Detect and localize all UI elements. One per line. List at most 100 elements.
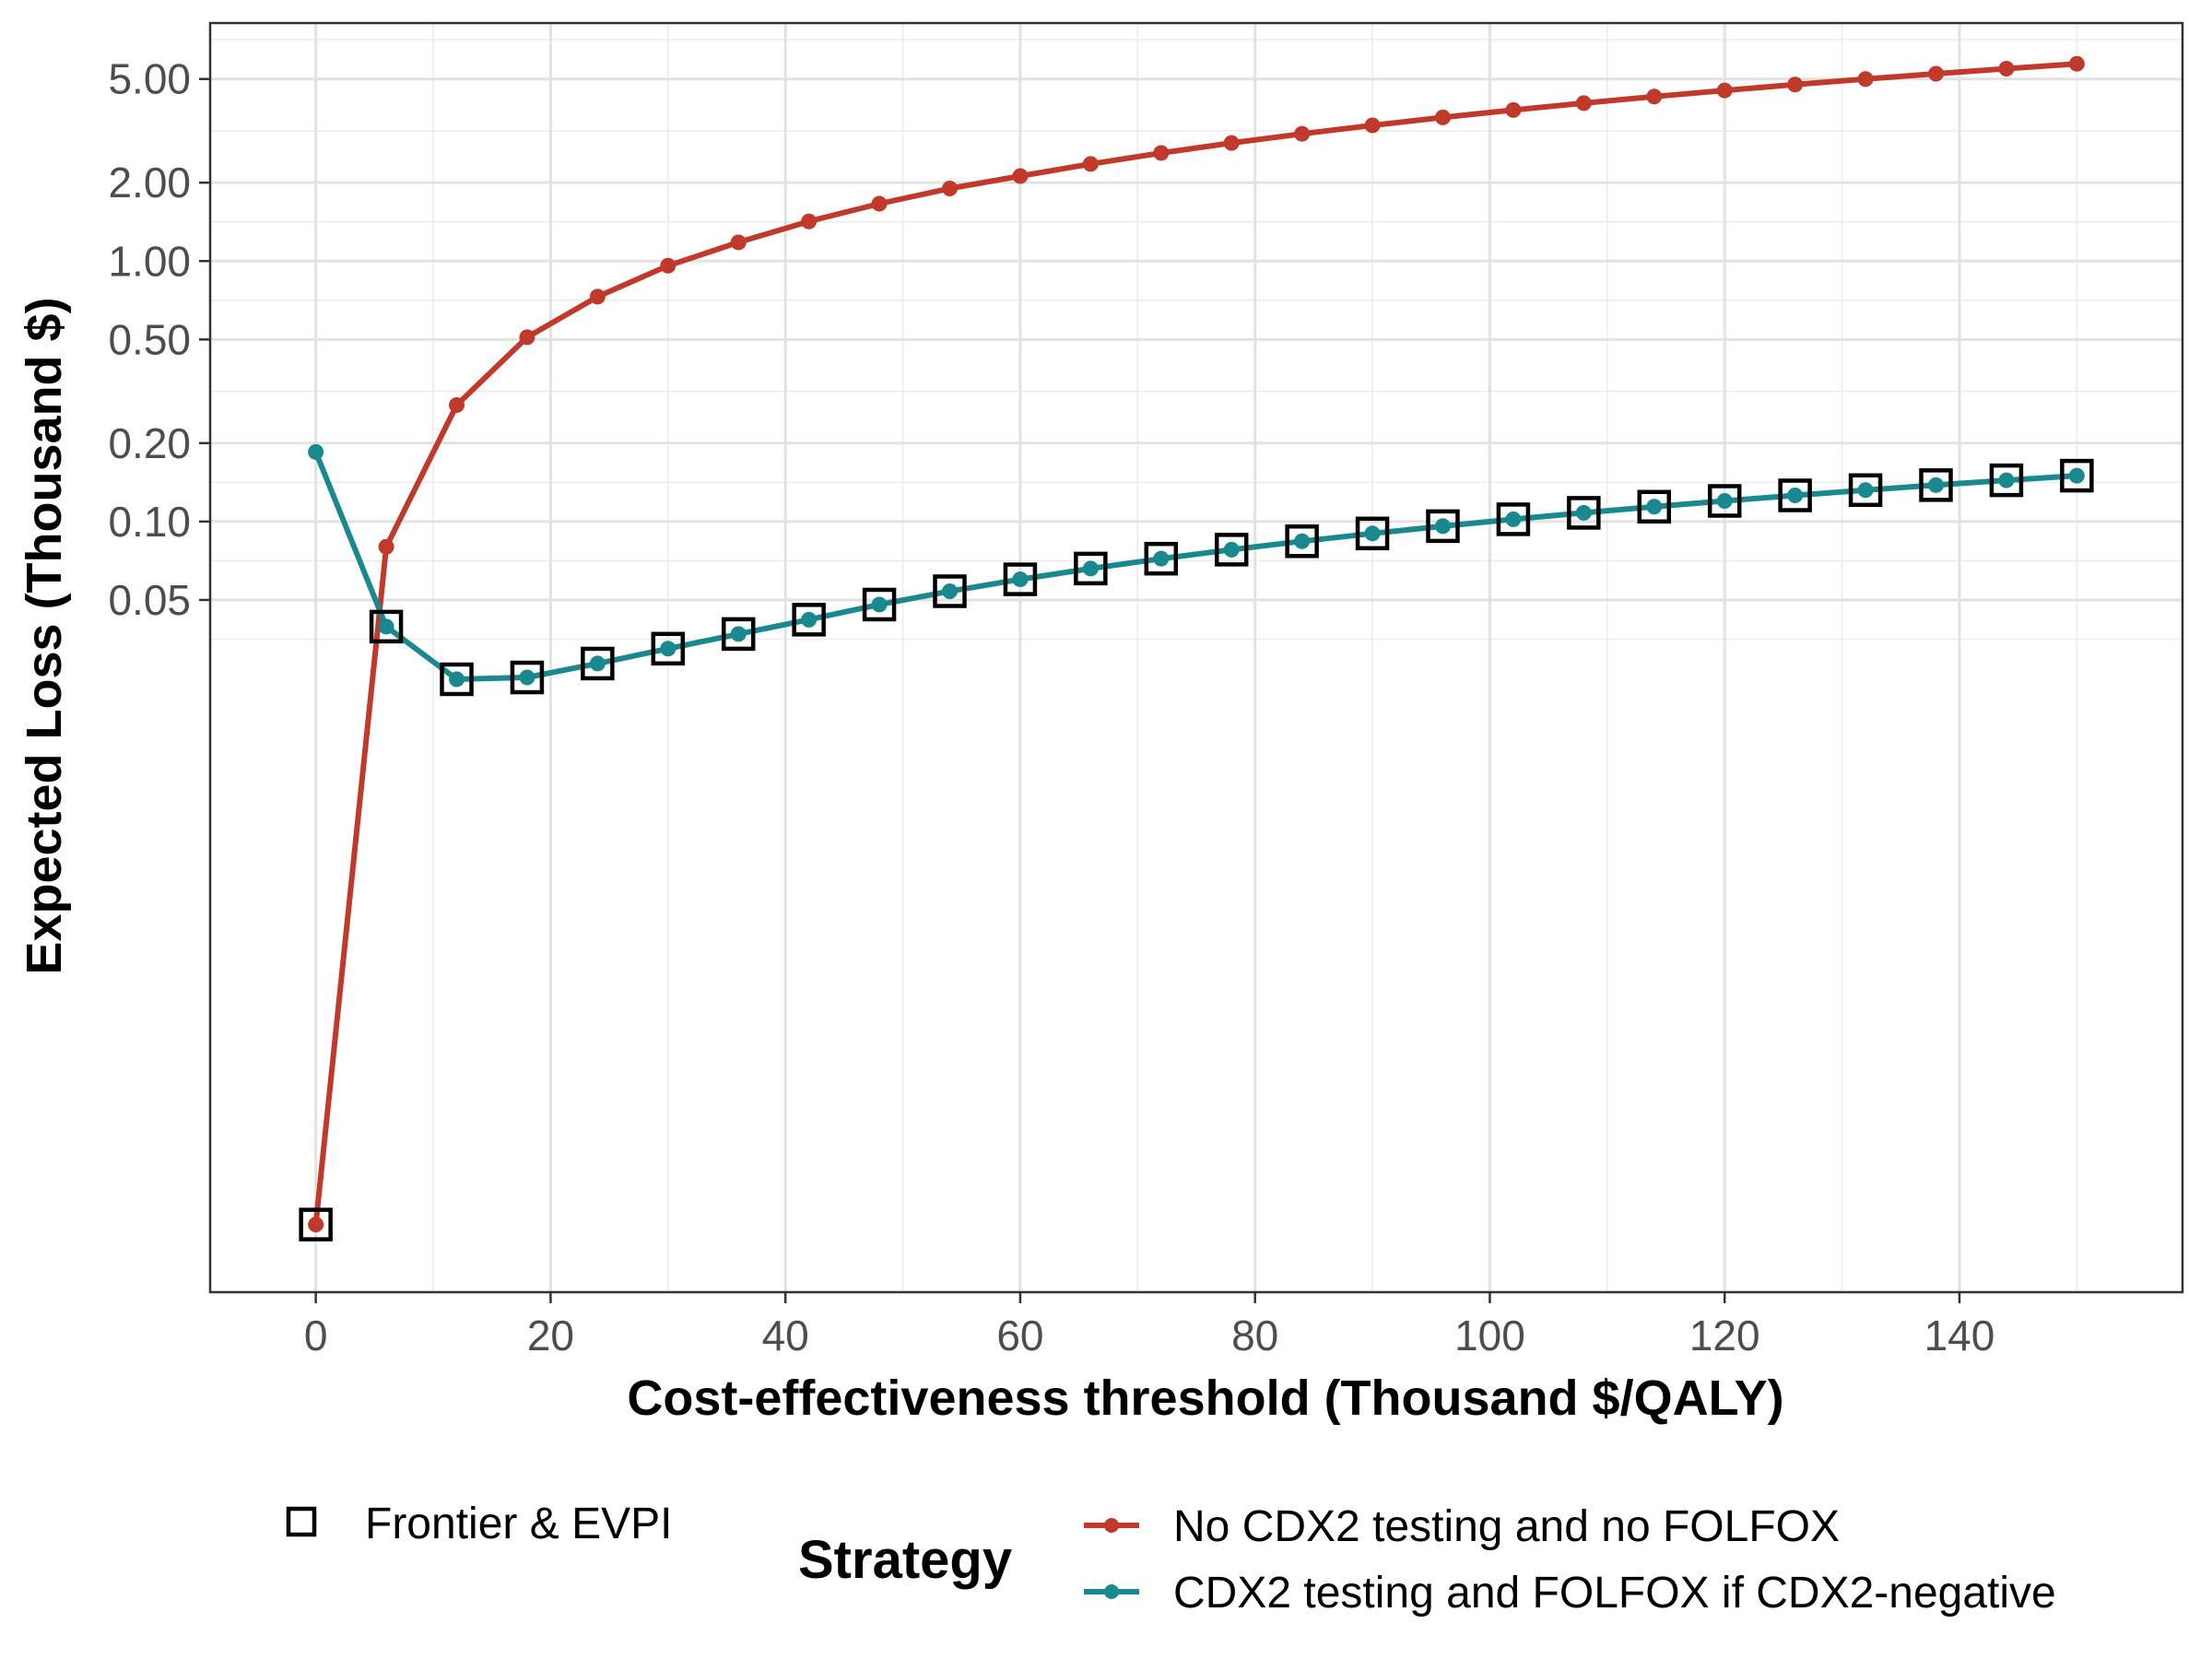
x-tick-label: 60	[996, 1312, 1043, 1359]
frontier-marker	[1848, 473, 1883, 508]
x-tick-label: 40	[762, 1312, 809, 1359]
series-2-point	[1575, 504, 1592, 521]
plot-panel-border	[208, 21, 2184, 1294]
series-2-point	[449, 671, 465, 688]
series-lines	[308, 55, 2085, 1233]
series-1-point	[1787, 76, 1804, 93]
series-1-point	[1505, 101, 1522, 118]
y-tick-label: 0.50	[108, 315, 191, 363]
legend-frontier-key	[286, 1506, 317, 1537]
frontier-marker	[862, 587, 897, 622]
series-2-point	[378, 618, 394, 635]
series-2-line	[312, 449, 2080, 682]
series-2-point	[1082, 560, 1099, 577]
series-1-point	[1575, 95, 1592, 112]
legend-series-1-label: No CDX2 testing and no FOLFOX	[1173, 1502, 1840, 1551]
series-1-point	[871, 195, 888, 212]
x-axis-title: Cost-effectiveness threshold (Thousand $…	[627, 1371, 1783, 1426]
x-tick-label: 80	[1231, 1312, 1278, 1359]
series-1-point	[1857, 71, 1874, 88]
frontier-marker	[721, 617, 756, 652]
series-1-point	[2068, 55, 2085, 72]
series-2-point	[942, 582, 958, 599]
frontier-marker	[510, 660, 545, 695]
legend-series-2-label: CDX2 testing and FOLFOX if CDX2-negative	[1173, 1569, 2056, 1618]
series-1-point	[942, 180, 958, 196]
x-tick-label: 20	[527, 1312, 574, 1359]
y-axis-title: Expected Loss (Thousand $)	[17, 297, 72, 974]
series-1-point	[1928, 65, 1944, 82]
series-2-point	[308, 443, 324, 460]
frontier-marker	[1426, 509, 1460, 544]
series-2-point	[1364, 525, 1381, 542]
y-tick-label: 0.20	[108, 419, 191, 467]
series-2-point	[1294, 533, 1311, 549]
legend-series-2-key-point	[1104, 1584, 1119, 1599]
frontier-marker	[1496, 502, 1531, 536]
frontier-marker	[299, 1207, 333, 1241]
series-2-point	[1928, 477, 1944, 493]
legend-title: Strategy	[798, 1530, 1012, 1590]
series-2-point	[660, 641, 677, 657]
frontier-marker	[1919, 468, 1953, 502]
series-2-point	[519, 669, 535, 686]
legend: Frontier & EVPI Strategy No CDX2 testing…	[286, 1500, 2056, 1618]
series-1-point	[1435, 109, 1451, 125]
series-1-point	[1646, 88, 1663, 105]
series-2-point	[871, 596, 888, 613]
x-tick-label: 120	[1689, 1312, 1760, 1359]
frontier-marker	[792, 603, 826, 637]
series-1-point	[449, 396, 465, 413]
series-1-point	[589, 288, 606, 305]
y-axis-ticks: 0.05 0.10 0.20 0.50 1.00 2.00 5.00	[108, 55, 210, 624]
series-2-point	[2068, 467, 2085, 484]
y-tick-label: 1.00	[108, 237, 191, 285]
x-tick-label: 140	[1924, 1312, 1995, 1359]
series-2-point	[801, 611, 818, 628]
frontier-marker	[1989, 463, 2024, 498]
frontier-marker	[651, 631, 686, 666]
frontier-markers	[299, 458, 2094, 1241]
x-tick-label: 100	[1454, 1312, 1525, 1359]
series-2-point	[1153, 550, 1170, 567]
series-1-point	[1364, 117, 1381, 134]
plot-panel-background	[210, 23, 2183, 1292]
series-2-point	[1787, 487, 1804, 503]
frontier-marker	[2060, 458, 2094, 493]
x-tick-label: 0	[304, 1312, 328, 1359]
series-1-point	[1294, 125, 1311, 142]
y-tick-label: 2.00	[108, 159, 191, 206]
frontier-marker	[1285, 524, 1319, 559]
frontier-marker	[1637, 489, 1672, 524]
series-2-point	[1716, 492, 1733, 509]
frontier-marker	[440, 662, 474, 697]
series-1-point	[1153, 145, 1170, 161]
series-1-point	[378, 538, 394, 555]
series-2-point	[730, 626, 747, 642]
series-1-point	[519, 329, 535, 346]
frontier-marker	[1707, 484, 1742, 518]
legend-series-1-key-point	[1104, 1518, 1119, 1533]
legend-frontier-label: Frontier & EVPI	[365, 1500, 672, 1548]
frontier-marker	[1567, 496, 1601, 530]
y-tick-label: 0.05	[108, 576, 191, 624]
frontier-marker	[369, 609, 404, 644]
series-2-point	[1646, 499, 1663, 515]
frontier-marker	[1355, 516, 1390, 551]
frontier-marker	[1214, 533, 1249, 567]
y-tick-label: 0.10	[108, 498, 191, 546]
y-tick-label: 5.00	[108, 55, 191, 103]
series-2-point	[1505, 511, 1522, 527]
series-2-point	[1223, 541, 1240, 558]
series-1-point	[1012, 168, 1029, 184]
series-1-line	[312, 61, 2080, 1228]
frontier-marker	[1074, 551, 1108, 586]
series-2-point	[1435, 518, 1451, 535]
frontier-marker	[581, 646, 615, 681]
series-1-point	[730, 234, 747, 251]
series-1-point	[1998, 60, 2015, 76]
series-1-point	[1716, 82, 1733, 99]
series-2-point	[589, 655, 606, 672]
series-1-point	[660, 257, 677, 274]
